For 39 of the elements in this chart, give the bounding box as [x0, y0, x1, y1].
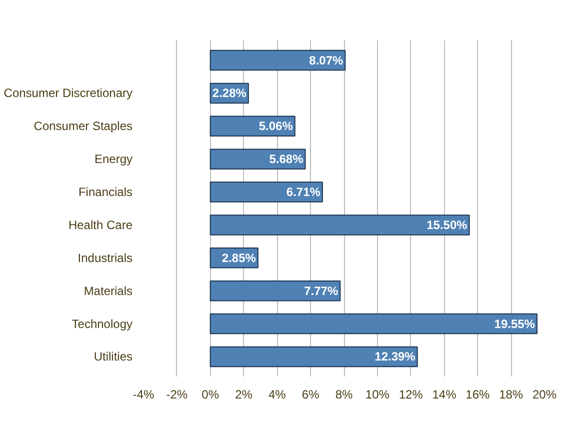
y-tick-label: Energy [94, 152, 133, 166]
data-label: 6.71% [286, 185, 321, 200]
y-tick-label: Industrials [78, 250, 133, 265]
bar [210, 346, 418, 368]
y-tick-label: Consumer Discretionary [4, 86, 133, 100]
data-label: 19.55% [494, 316, 536, 331]
data-label: 7.77% [304, 284, 338, 298]
x-tick-label: 4% [268, 388, 286, 402]
bar [210, 148, 306, 170]
y-tick-label: Health Care [68, 218, 133, 232]
data-label: 5.06% [258, 119, 294, 134]
y-tick-label: Consumer Staples [34, 119, 133, 134]
y-tick-label: Technology [72, 316, 133, 331]
x-tick-label: 0% [202, 388, 220, 402]
bar [210, 182, 323, 202]
x-tick-label: -2% [166, 388, 188, 402]
x-tick-label: 12% [398, 388, 424, 402]
x-tick-label: 8% [335, 388, 353, 402]
data-label: 8.07% [309, 53, 344, 68]
x-tick-label: 2% [235, 388, 253, 402]
x-tick-label: 6% [302, 388, 320, 402]
bar [210, 280, 341, 302]
x-tick-label: 20% [532, 388, 557, 402]
bar [210, 214, 470, 236]
y-tick-label: Materials [84, 284, 133, 298]
data-label: 5.68% [269, 152, 304, 166]
data-label: 12.39% [374, 350, 416, 364]
bar [210, 50, 346, 71]
x-tick-label: 14% [432, 388, 457, 402]
data-label: 2.28% [212, 86, 247, 100]
x-tick-label: 18% [499, 388, 524, 402]
bar [210, 313, 538, 334]
x-tick-label: 16% [466, 388, 490, 402]
data-label: 2.85% [222, 250, 256, 265]
y-tick-label: Financials [78, 185, 133, 200]
x-tick-label: -4% [132, 388, 154, 402]
x-tick-label: 10% [365, 388, 390, 402]
y-tick-label: Utilities [94, 350, 132, 364]
data-label: 15.50% [426, 218, 468, 232]
